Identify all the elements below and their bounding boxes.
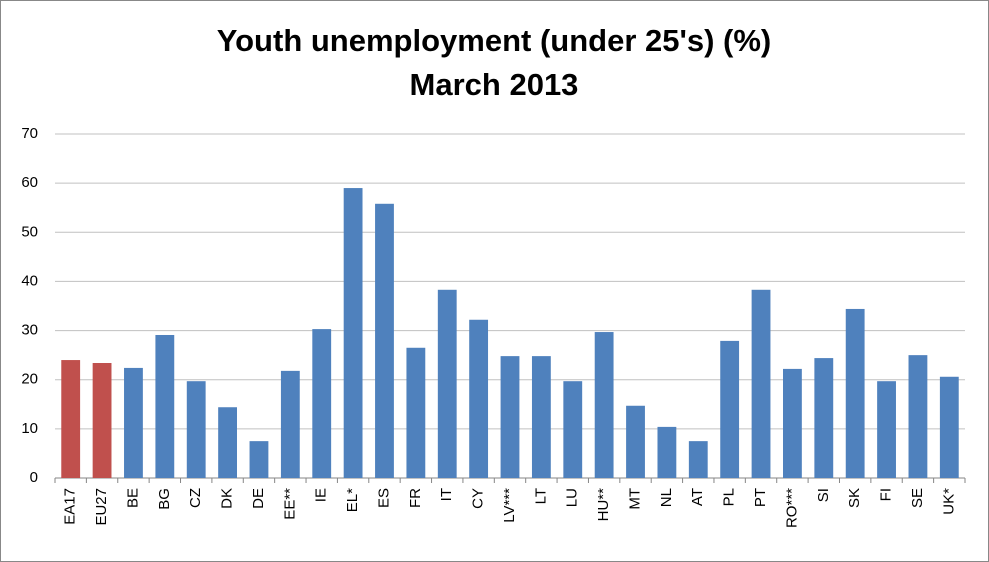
x-tick-label: IE <box>313 488 330 502</box>
x-tick-label: DK <box>219 488 236 509</box>
x-tick-label: ES <box>375 488 392 508</box>
x-tick-label: UK* <box>940 488 957 515</box>
x-tick-label: SK <box>846 488 863 508</box>
bar <box>155 334 175 478</box>
x-tick-label: IT <box>438 488 455 501</box>
x-tick-label: LU <box>564 488 581 507</box>
x-tick-label: DE <box>250 488 267 509</box>
y-tick-label: 0 <box>30 469 38 486</box>
bar <box>563 381 583 478</box>
x-tick-label: EE** <box>281 488 298 520</box>
bar <box>61 360 81 478</box>
bar <box>218 407 237 478</box>
x-tick-label: LT <box>532 488 549 504</box>
bar <box>500 356 520 478</box>
x-tick-label: BG <box>156 488 173 510</box>
bar <box>92 363 112 478</box>
bar <box>720 340 740 478</box>
bar <box>437 289 457 478</box>
x-tick-label: NL <box>658 488 675 507</box>
y-tick-label: 20 <box>21 371 38 388</box>
x-tick-label: SE <box>909 488 926 508</box>
x-tick-label: SI <box>815 488 832 502</box>
bar <box>751 289 771 478</box>
y-tick-label: 50 <box>21 223 38 240</box>
x-tick-label: HU** <box>595 488 612 522</box>
x-tick-label: CY <box>470 488 487 509</box>
bar <box>626 405 645 478</box>
bar <box>343 188 363 479</box>
bar <box>688 441 708 478</box>
x-tick-label: EU27 <box>93 488 110 526</box>
bar <box>783 368 802 478</box>
bar <box>249 441 269 478</box>
x-tick-label: BE <box>124 488 141 508</box>
x-tick-label: EL* <box>344 488 361 512</box>
y-tick-label: 40 <box>21 272 38 289</box>
x-tick-label: PL <box>721 488 738 506</box>
bar <box>469 319 489 478</box>
bar <box>312 329 332 478</box>
x-tick-label: EA17 <box>62 488 79 525</box>
x-tick-label: FI <box>878 488 895 501</box>
chart-title: Youth unemployment (under 25's) (%) <box>217 23 772 58</box>
bar <box>594 332 614 478</box>
x-tick-label: CZ <box>187 488 204 508</box>
x-tick-label: PT <box>752 488 769 507</box>
bar <box>375 203 394 479</box>
x-tick-label: LV*** <box>501 488 518 523</box>
chart-subtitle: March 2013 <box>410 67 579 102</box>
x-tick-label: MT <box>626 488 643 510</box>
y-tick-label: 60 <box>21 174 38 191</box>
bar <box>657 426 677 478</box>
bar <box>814 358 834 478</box>
x-tick-label: FR <box>407 488 424 508</box>
bar <box>124 367 143 478</box>
y-tick-label: 70 <box>21 125 38 142</box>
x-tick-label: RO*** <box>783 488 800 528</box>
y-tick-label: 10 <box>21 420 38 437</box>
bar <box>908 355 928 478</box>
bar <box>186 381 206 478</box>
x-tick-label: AT <box>689 488 706 506</box>
bar <box>406 347 426 478</box>
bar <box>531 356 551 478</box>
bar <box>939 376 959 478</box>
bar <box>877 381 896 478</box>
bar <box>845 308 865 478</box>
bar <box>280 370 300 478</box>
y-tick-label: 30 <box>21 322 38 339</box>
